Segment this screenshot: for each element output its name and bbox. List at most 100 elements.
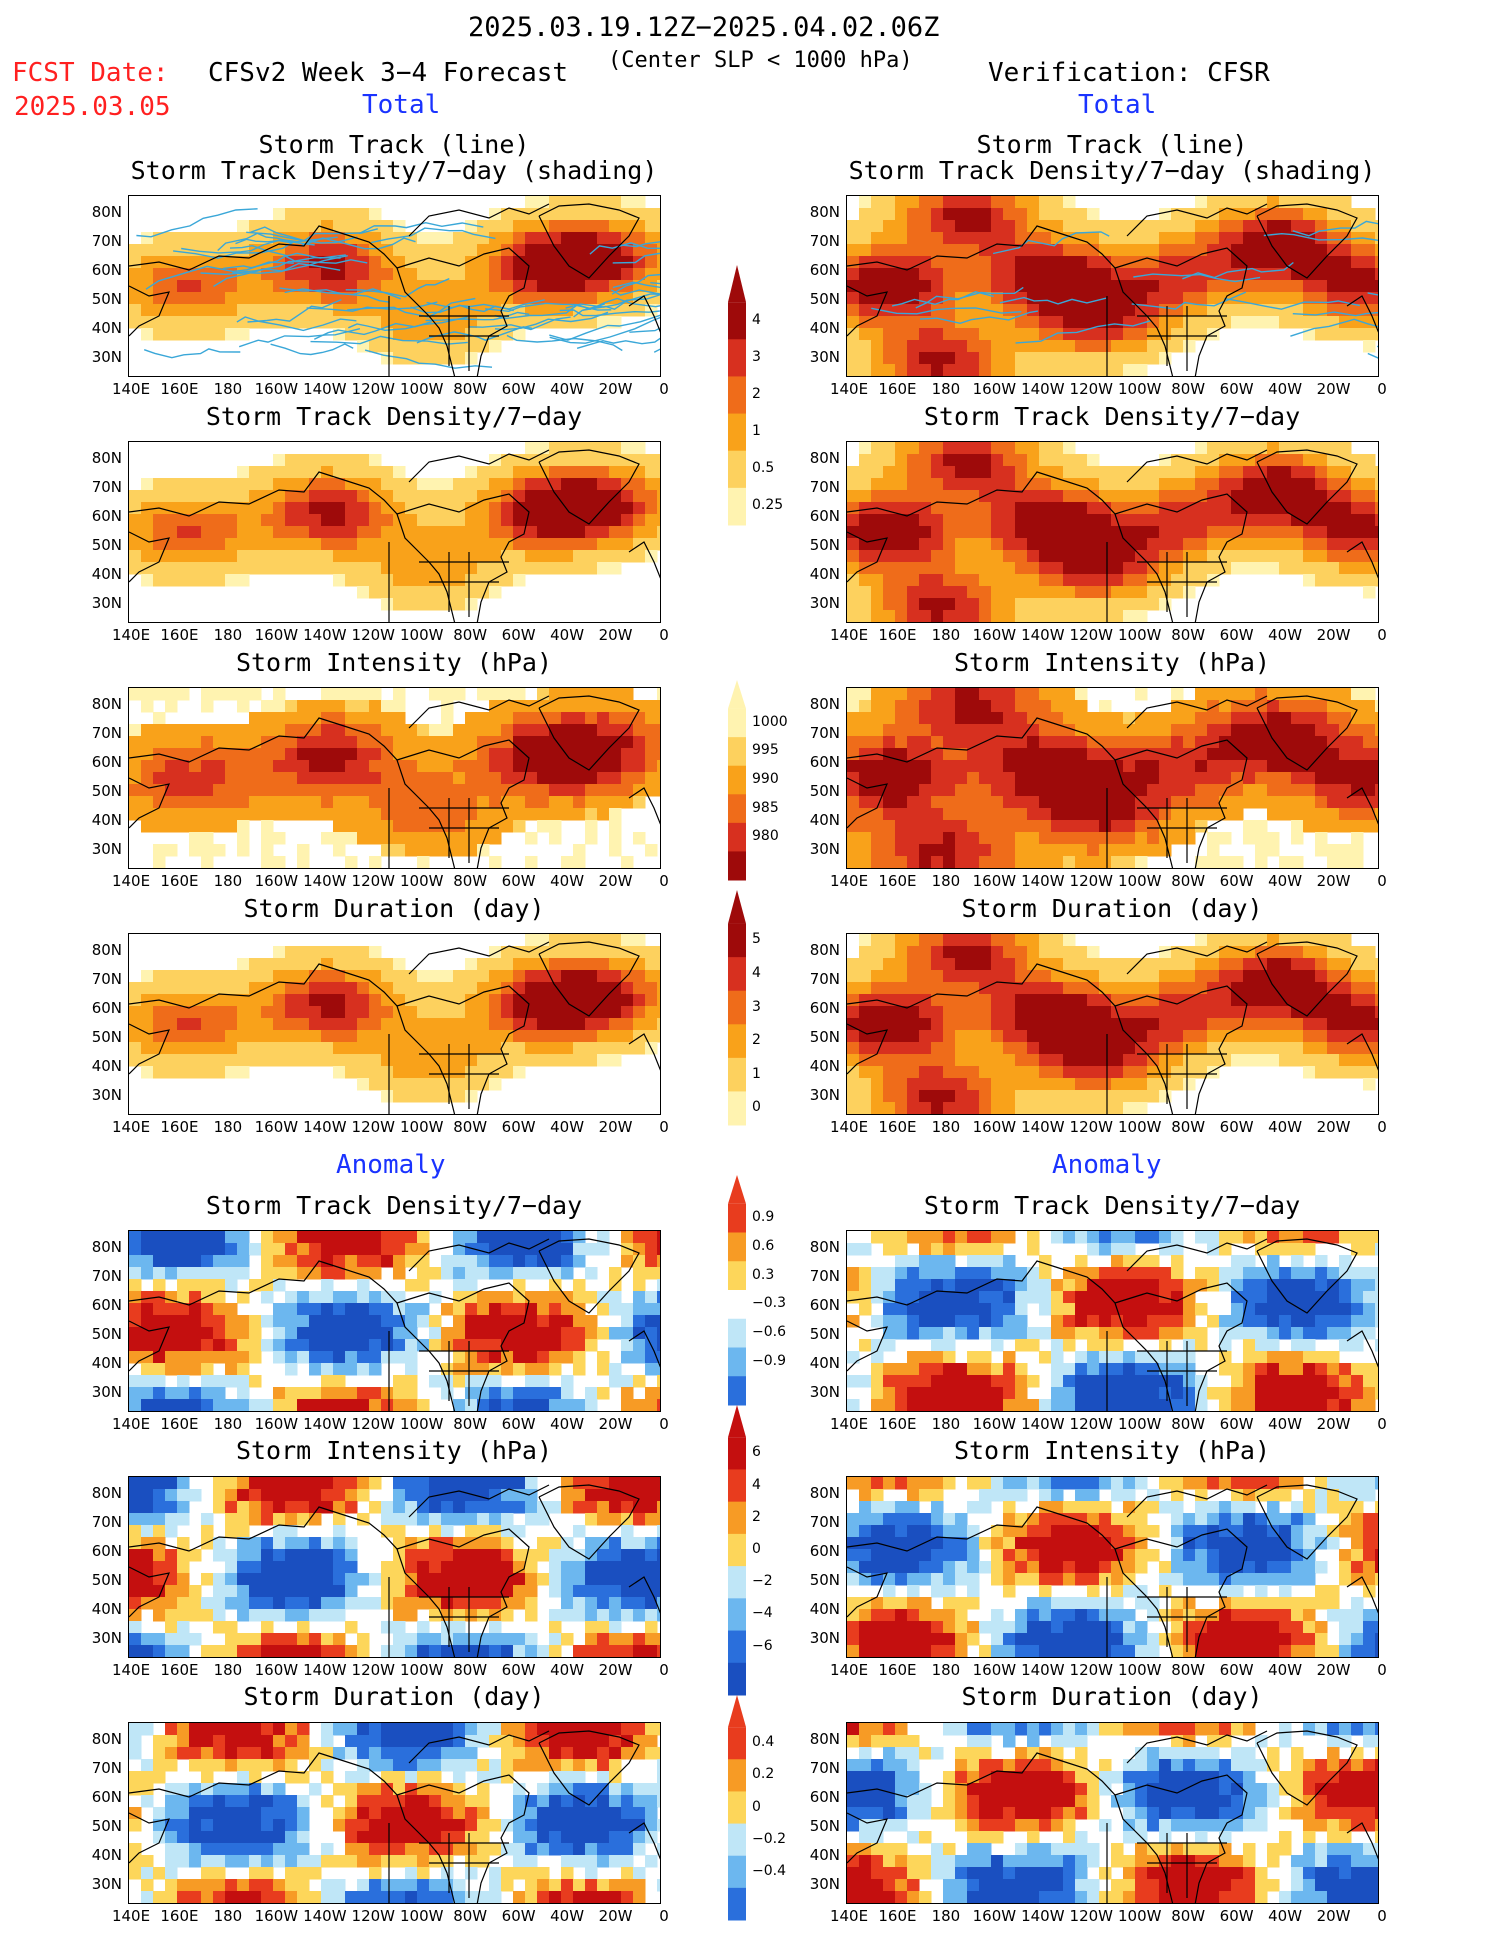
lon-label: 120W [1066,1661,1116,1679]
lat-label: 40N [800,1600,840,1618]
lat-label: 70N [800,232,840,250]
lon-label: 80W [1163,1415,1213,1433]
lat-label: 70N [800,478,840,496]
lon-label: 160W [969,626,1019,644]
lon-label: 40W [1260,1118,1310,1136]
lat-label: 50N [800,1817,840,1835]
map-intensity-right [846,687,1379,869]
lon-label: 0 [1357,1118,1407,1136]
lon-label: 20W [1309,1661,1359,1679]
lat-label: 80N [800,941,840,959]
lat-label: 50N [800,1325,840,1343]
colorbar-label: 0.2 [752,1766,774,1782]
lat-label: 40N [800,811,840,829]
lat-label: 40N [800,1846,840,1864]
section-total-right: Total [1078,90,1156,120]
lon-label: 140W [1018,380,1068,398]
title-duration-right: Storm Duration (day) [842,896,1382,922]
map-intensity-anom-right [846,1476,1379,1658]
map-density-right [846,441,1379,623]
lat-label: 50N [800,782,840,800]
colorbar-segment [728,1856,746,1889]
lon-label: 140E [824,1415,874,1433]
lon-label: 60W [1212,872,1262,890]
lat-label: 50N [800,536,840,554]
lon-label: 20W [1309,626,1359,644]
lon-label: 160E [872,1661,922,1679]
lon-label: 80W [1163,626,1213,644]
lon-label: 40W [1260,872,1310,890]
lat-label: 80N [800,1484,840,1502]
title-density-anom-right: Storm Track Density/7−day [842,1193,1382,1219]
lon-label: 160W [969,380,1019,398]
title-track-shading-right: Storm Track Density/7−day (shading) [842,158,1382,184]
lat-label: 70N [800,724,840,742]
verification-label: Verification: CFSR [988,58,1270,88]
map-canvas-intensity-right [847,688,1379,869]
lat-label: 30N [800,594,840,612]
colorbar-segment [728,1759,746,1792]
lat-label: 80N [800,449,840,467]
lon-label: 120W [1066,1415,1116,1433]
lon-label: 140W [1018,872,1068,890]
lon-label: 180 [921,1415,971,1433]
lat-label: 30N [800,840,840,858]
lon-label: 80W [1163,1661,1213,1679]
lon-label: 140W [1018,1415,1068,1433]
map-canvas-track-right [847,196,1379,377]
lon-label: 140E [824,872,874,890]
lat-label: 80N [800,1238,840,1256]
lon-label: 160W [969,872,1019,890]
lon-label: 180 [921,1661,971,1679]
lon-label: 60W [1212,1907,1262,1925]
lon-label: 40W [1260,626,1310,644]
lat-label: 50N [800,1571,840,1589]
lon-label: 140E [824,380,874,398]
lon-label: 160E [872,872,922,890]
lon-label: 0 [1357,1907,1407,1925]
lat-label: 80N [800,203,840,221]
lat-label: 30N [800,1875,840,1893]
lon-label: 60W [1212,1415,1262,1433]
lon-label: 160W [969,1415,1019,1433]
lat-label: 30N [800,348,840,366]
lat-label: 40N [800,1057,840,1075]
lat-label: 60N [800,999,840,1017]
lon-label: 0 [1357,1661,1407,1679]
lon-label: 160E [872,626,922,644]
lon-label: 140E [824,1118,874,1136]
lon-label: 40W [1260,1907,1310,1925]
lat-label: 40N [800,565,840,583]
lon-label: 80W [1163,1118,1213,1136]
lon-label: 40W [1260,1415,1310,1433]
lon-label: 0 [1357,380,1407,398]
lon-label: 140W [1018,1907,1068,1925]
lon-label: 20W [1309,380,1359,398]
lon-label: 160E [872,1118,922,1136]
lon-label: 20W [1309,1415,1359,1433]
lon-label: 100W [1115,626,1165,644]
lon-label: 60W [1212,1661,1262,1679]
map-track-right [846,195,1379,377]
lon-label: 160E [872,1415,922,1433]
lon-label: 60W [1212,626,1262,644]
title-density-right: Storm Track Density/7−day [842,404,1382,430]
lon-label: 160W [969,1907,1019,1925]
lon-label: 140E [824,1661,874,1679]
lat-label: 70N [800,1513,840,1531]
lon-label: 100W [1115,1907,1165,1925]
map-canvas-density-anom-right [847,1231,1379,1412]
lon-label: 140E [824,1907,874,1925]
title-track-line-right: Storm Track (line) [842,132,1382,158]
map-canvas-intensity-anom-right [847,1477,1379,1658]
lon-label: 100W [1115,1118,1165,1136]
lon-label: 120W [1066,626,1116,644]
lon-label: 100W [1115,380,1165,398]
map-duration-right [846,933,1379,1115]
lat-label: 60N [800,261,840,279]
lon-label: 20W [1309,1118,1359,1136]
title-intensity-anom-right: Storm Intensity (hPa) [842,1438,1382,1464]
lon-label: 80W [1163,1907,1213,1925]
lat-label: 80N [800,1730,840,1748]
lon-label: 0 [1357,1415,1407,1433]
